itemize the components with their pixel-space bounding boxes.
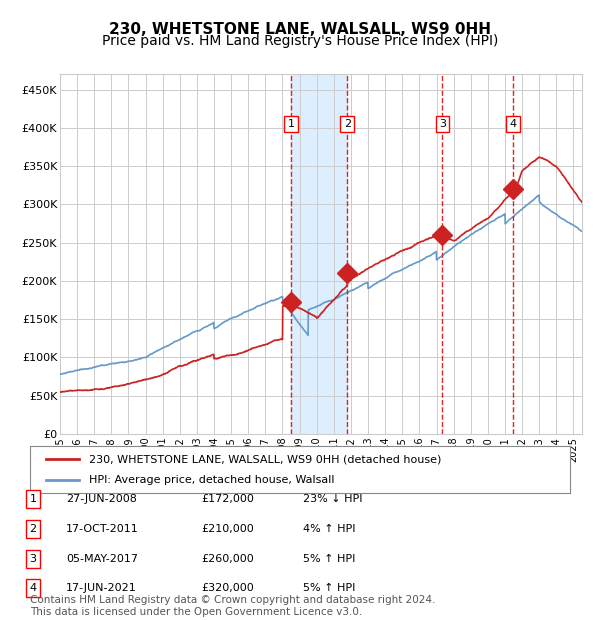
Text: 2: 2 — [29, 524, 37, 534]
Text: Price paid vs. HM Land Registry's House Price Index (HPI): Price paid vs. HM Land Registry's House … — [102, 34, 498, 48]
Text: 05-MAY-2017: 05-MAY-2017 — [66, 554, 138, 564]
Bar — [291, 74, 347, 434]
Text: 23% ↓ HPI: 23% ↓ HPI — [303, 494, 362, 504]
Text: 17-OCT-2011: 17-OCT-2011 — [66, 524, 139, 534]
Text: 1: 1 — [29, 494, 37, 504]
Text: Contains HM Land Registry data © Crown copyright and database right 2024.
This d: Contains HM Land Registry data © Crown c… — [30, 595, 436, 617]
Text: 1: 1 — [287, 119, 295, 129]
Text: 4% ↑ HPI: 4% ↑ HPI — [303, 524, 355, 534]
Text: 3: 3 — [29, 554, 37, 564]
Text: 4: 4 — [509, 119, 517, 129]
Text: 5% ↑ HPI: 5% ↑ HPI — [303, 583, 355, 593]
Text: £260,000: £260,000 — [201, 554, 254, 564]
Text: £172,000: £172,000 — [201, 494, 254, 504]
Text: 17-JUN-2021: 17-JUN-2021 — [66, 583, 137, 593]
Text: 5% ↑ HPI: 5% ↑ HPI — [303, 554, 355, 564]
Text: 27-JUN-2008: 27-JUN-2008 — [66, 494, 137, 504]
Text: £320,000: £320,000 — [201, 583, 254, 593]
Text: 230, WHETSTONE LANE, WALSALL, WS9 0HH: 230, WHETSTONE LANE, WALSALL, WS9 0HH — [109, 22, 491, 37]
Text: £210,000: £210,000 — [201, 524, 254, 534]
Text: 3: 3 — [439, 119, 446, 129]
Text: HPI: Average price, detached house, Walsall: HPI: Average price, detached house, Wals… — [89, 475, 335, 485]
Text: 2: 2 — [344, 119, 351, 129]
Text: 230, WHETSTONE LANE, WALSALL, WS9 0HH (detached house): 230, WHETSTONE LANE, WALSALL, WS9 0HH (d… — [89, 454, 442, 464]
Text: 4: 4 — [29, 583, 37, 593]
